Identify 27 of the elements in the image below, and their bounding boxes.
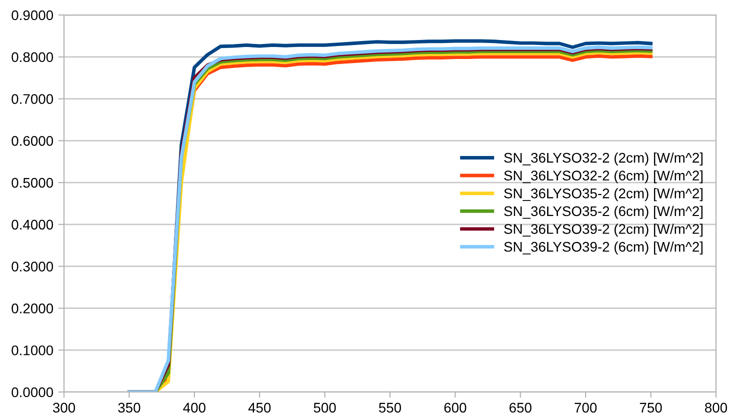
y-tick-label: 0.5000 bbox=[12, 178, 54, 188]
y-tick-label: 0.9000 bbox=[12, 10, 54, 20]
legend-label: SN_36LYSO39-2 (6cm) [W/m^2] bbox=[504, 242, 703, 254]
legend-label: SN_36LYSO32-2 (6cm) [W/m^2] bbox=[504, 170, 703, 184]
legend-label: SN_36LYSO39-2 (2cm) [W/m^2] bbox=[504, 224, 703, 237]
y-tick-label: 0.1000 bbox=[12, 345, 54, 356]
y-tick-label: 0.3000 bbox=[12, 262, 54, 272]
x-tick-label: 450 bbox=[248, 402, 271, 413]
x-tick-label: 800 bbox=[705, 402, 728, 413]
x-tick-label: 500 bbox=[314, 402, 336, 413]
y-tick-label: 0.2000 bbox=[12, 304, 54, 314]
x-tick-label: 650 bbox=[510, 402, 532, 413]
x-tick-label: 750 bbox=[640, 402, 662, 413]
x-tick-label: 550 bbox=[378, 402, 402, 413]
y-tick-label: 0.4000 bbox=[12, 220, 54, 230]
legend-label: SN_36LYSO32-2 (2cm) [W/m^2] bbox=[504, 152, 703, 166]
x-tick-label: 350 bbox=[118, 402, 140, 413]
x-tick-label: 700 bbox=[574, 402, 597, 413]
legend-label: SN_36LYSO35-2 (6cm) [W/m^2] bbox=[504, 206, 703, 219]
y-tick-label: 0.6000 bbox=[12, 136, 54, 146]
y-tick-label: 0.7000 bbox=[12, 94, 54, 104]
x-tick-label: 300 bbox=[52, 402, 76, 413]
x-tick-label: 600 bbox=[444, 402, 466, 413]
y-tick-label: 0.0000 bbox=[12, 387, 54, 398]
legend-label: SN_36LYSO35-2 (2cm) [W/m^2] bbox=[504, 188, 703, 202]
x-tick-label: 400 bbox=[183, 402, 206, 413]
y-tick-label: 0.8000 bbox=[12, 52, 54, 62]
